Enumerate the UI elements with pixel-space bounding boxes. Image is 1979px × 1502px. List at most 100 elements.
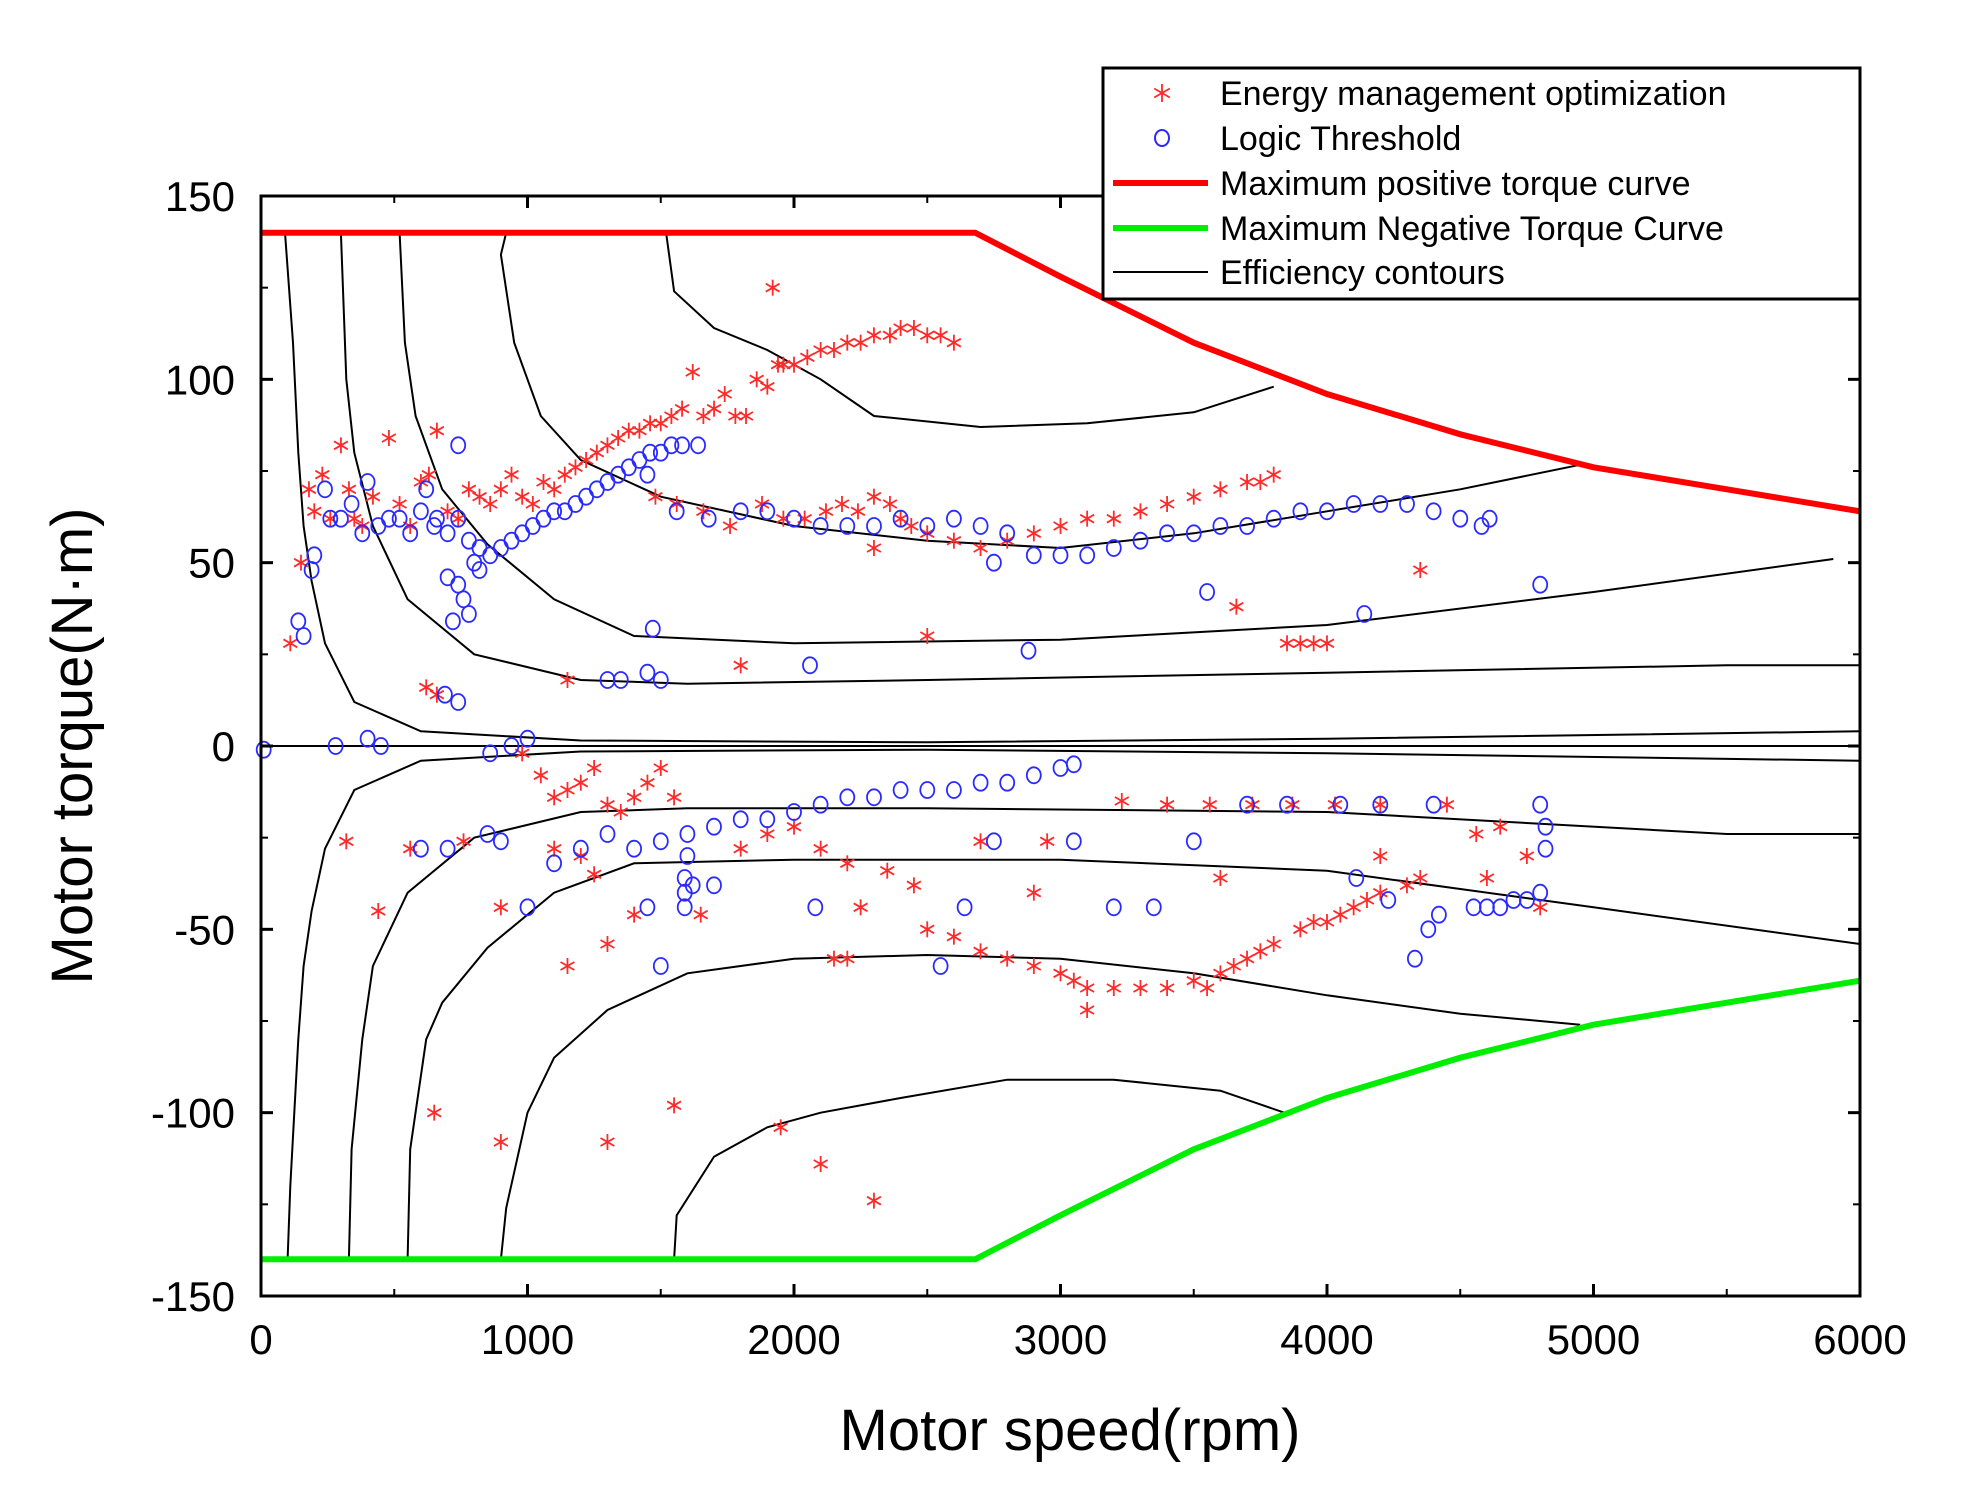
energy-point bbox=[626, 789, 642, 806]
energy-point bbox=[1079, 510, 1095, 527]
energy-point bbox=[365, 488, 381, 505]
logic-point bbox=[535, 509, 552, 528]
logic-point bbox=[866, 517, 882, 535]
energy-point bbox=[879, 862, 895, 879]
energy-point bbox=[546, 840, 562, 857]
energy-point bbox=[834, 496, 850, 512]
energy-point bbox=[813, 342, 829, 358]
logic-point bbox=[450, 575, 467, 594]
logic-point bbox=[1065, 755, 1082, 774]
energy-point bbox=[826, 342, 842, 358]
logic-point bbox=[428, 509, 445, 528]
energy-point bbox=[546, 789, 562, 806]
logic-point bbox=[290, 612, 307, 631]
y-axis-title: Motor torque(N·m) bbox=[40, 508, 105, 985]
y-tick-label: 50 bbox=[188, 540, 235, 587]
logic-point bbox=[639, 898, 656, 917]
energy-point bbox=[946, 334, 962, 351]
logic-point bbox=[1532, 795, 1549, 814]
energy-point bbox=[1492, 818, 1508, 835]
energy-point bbox=[933, 327, 948, 344]
logic-point bbox=[439, 524, 456, 543]
energy-point bbox=[306, 503, 322, 520]
energy-point bbox=[1266, 936, 1282, 952]
logic-point bbox=[322, 509, 339, 528]
logic-point bbox=[1239, 795, 1255, 814]
logic-point bbox=[514, 524, 531, 543]
energy-point bbox=[866, 1192, 882, 1209]
logic-point bbox=[372, 737, 389, 755]
logic-point bbox=[354, 524, 371, 543]
energy-point bbox=[773, 1119, 789, 1136]
logic-point bbox=[418, 480, 435, 499]
energy-point bbox=[706, 400, 722, 417]
energy-point bbox=[1319, 914, 1335, 930]
efficiency-contour-2 bbox=[398, 232, 1834, 645]
logic-point bbox=[802, 656, 818, 675]
logic-point bbox=[1431, 905, 1447, 924]
energy-point bbox=[640, 774, 655, 791]
energy-point bbox=[586, 866, 602, 883]
energy-point bbox=[1372, 884, 1388, 901]
energy-point bbox=[600, 936, 615, 952]
logic-point bbox=[460, 531, 477, 550]
energy-point bbox=[685, 364, 701, 380]
energy-point bbox=[1372, 796, 1388, 813]
energy-management-points bbox=[282, 279, 1548, 1209]
logic-point bbox=[479, 825, 496, 843]
energy-point bbox=[893, 510, 908, 527]
efficiency-contour-4 bbox=[665, 232, 1275, 429]
logic-point bbox=[1372, 795, 1389, 814]
energy-point bbox=[786, 818, 802, 835]
energy-point bbox=[560, 672, 575, 688]
energy-point bbox=[573, 774, 589, 791]
energy-point bbox=[666, 1097, 682, 1114]
energy-point bbox=[613, 804, 629, 820]
logic-point bbox=[639, 465, 656, 484]
energy-point bbox=[1279, 635, 1295, 652]
logic-point bbox=[644, 619, 661, 638]
energy-point bbox=[600, 796, 615, 813]
energy-point bbox=[1186, 972, 1202, 989]
energy-point bbox=[482, 496, 498, 512]
logic-point bbox=[812, 795, 829, 814]
energy-point bbox=[1106, 980, 1122, 996]
logic-point bbox=[732, 502, 749, 521]
logic-point bbox=[1537, 839, 1554, 858]
energy-point bbox=[610, 430, 626, 446]
logic-point bbox=[1481, 509, 1498, 528]
energy-point bbox=[1026, 884, 1042, 901]
logic-point bbox=[1025, 546, 1042, 565]
energy-point bbox=[866, 540, 882, 556]
logic-point bbox=[1505, 891, 1522, 909]
logic-point bbox=[1279, 795, 1295, 814]
energy-point bbox=[533, 767, 549, 784]
energy-point bbox=[1532, 899, 1548, 916]
energy-point bbox=[754, 496, 770, 512]
logic-point bbox=[759, 502, 776, 521]
logic-point bbox=[946, 781, 962, 799]
logic-point bbox=[652, 832, 669, 851]
energy-point bbox=[429, 686, 445, 703]
energy-point bbox=[882, 327, 898, 344]
energy-point bbox=[648, 488, 663, 505]
energy-point bbox=[664, 408, 679, 424]
energy-point bbox=[946, 928, 962, 945]
energy-point bbox=[560, 958, 575, 974]
energy-point bbox=[621, 422, 637, 439]
logic-point bbox=[599, 825, 616, 843]
energy-point bbox=[1079, 980, 1095, 996]
energy-point bbox=[853, 334, 869, 351]
logic-point bbox=[676, 898, 693, 917]
logic-point bbox=[439, 839, 456, 858]
efficiency-contour-7 bbox=[406, 858, 1861, 1260]
energy-point bbox=[461, 481, 477, 498]
logic-point bbox=[1356, 605, 1373, 623]
energy-point bbox=[525, 496, 541, 512]
energy-point bbox=[1159, 796, 1175, 813]
logic-point bbox=[1239, 517, 1255, 535]
logic-point bbox=[450, 509, 467, 528]
logic-point bbox=[668, 502, 685, 521]
logic-threshold-points bbox=[255, 436, 1554, 975]
logic-point bbox=[999, 773, 1016, 792]
